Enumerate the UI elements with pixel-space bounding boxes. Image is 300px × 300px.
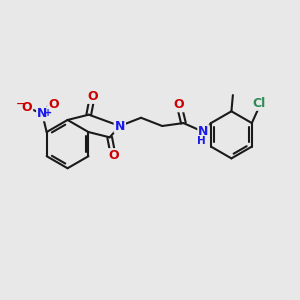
Text: O: O	[22, 101, 32, 114]
Text: O: O	[174, 98, 184, 111]
Text: +: +	[44, 108, 52, 118]
Text: N: N	[198, 125, 208, 138]
Text: O: O	[48, 98, 59, 111]
Text: N: N	[37, 107, 47, 120]
Text: −: −	[16, 99, 25, 109]
Text: O: O	[108, 149, 119, 162]
Text: Cl: Cl	[253, 97, 266, 110]
Text: N: N	[115, 119, 125, 133]
Text: H: H	[197, 136, 206, 146]
Text: O: O	[87, 90, 98, 103]
